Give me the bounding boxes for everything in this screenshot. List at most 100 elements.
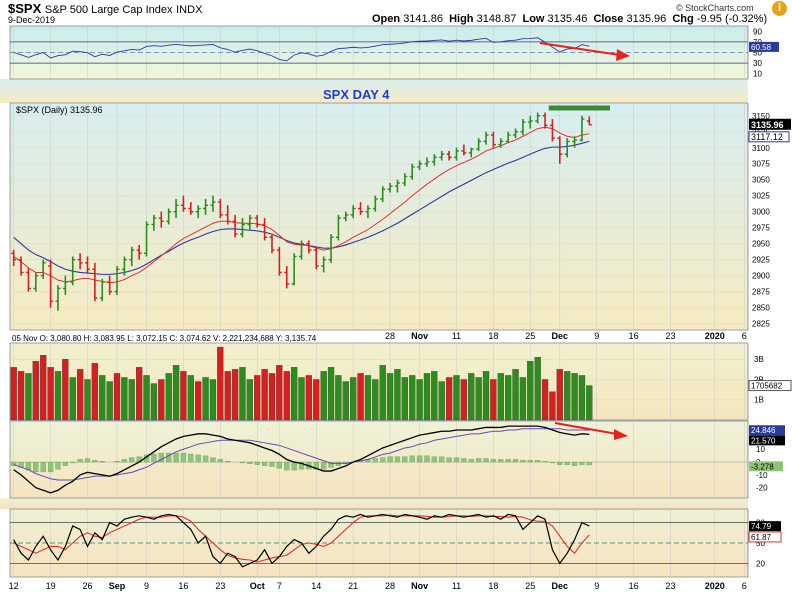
ohlc-bar [99, 278, 105, 302]
macd-tick-label: -20 [756, 484, 768, 493]
volume-bar [135, 367, 143, 421]
ohlc-bar [55, 285, 61, 311]
ohlc-bar [48, 259, 54, 308]
stockcharts-logo: © StockCharts.com [676, 3, 754, 13]
macd-histogram-bar [542, 461, 548, 463]
volume-bar [541, 379, 549, 421]
volume-bar [239, 367, 246, 421]
macd-histogram-bar [557, 461, 563, 465]
volume-bar [453, 375, 460, 421]
ohlc-bar [114, 266, 120, 295]
macd-histogram-bar [416, 455, 423, 463]
macd-histogram-bar [225, 461, 231, 463]
price-x-axis-label: Nov [411, 331, 428, 341]
price-x-axis-label: 16 [629, 331, 639, 341]
volume-bar [231, 369, 239, 421]
ohlc-bar [572, 136, 578, 148]
ohlc-bar [232, 214, 238, 238]
macd-histogram-bar [402, 456, 408, 463]
ohlc-bar [586, 116, 592, 126]
ohlc-bar [313, 246, 319, 270]
ohlc-bar [129, 246, 135, 267]
price-tick-label: 3075 [752, 160, 770, 169]
volume-bar [10, 367, 17, 421]
ohlc-bar [468, 147, 474, 158]
annotation-strip [0, 79, 792, 103]
macd-histogram-bar [579, 461, 585, 465]
macd-histogram-bar [564, 461, 570, 465]
ohlc-bar [92, 262, 98, 302]
volume-bar [423, 373, 431, 421]
stochastic-d-marker [748, 531, 782, 543]
volume-bar [195, 381, 202, 421]
volume-bar [261, 369, 268, 421]
macd-histogram-bar [549, 461, 556, 464]
x-axis-label: 21 [348, 581, 358, 591]
ohlc-bar [269, 234, 275, 254]
volume-bar [62, 359, 69, 421]
price-tick-label: 3000 [752, 208, 770, 217]
ohlc-bar [62, 275, 68, 295]
volume-bar [519, 377, 527, 421]
ohlc-bar [527, 115, 533, 129]
macd-histogram-bar [468, 459, 474, 463]
ohlc-bar [542, 112, 548, 129]
ohlc-bar [11, 250, 17, 267]
macd-histogram-bar [586, 461, 592, 466]
volume-bar [534, 357, 541, 421]
volume-bar [445, 377, 453, 421]
volume-bar [276, 365, 283, 421]
ohlc-bar [557, 136, 563, 164]
x-axis-label: 18 [488, 581, 498, 591]
rsi-value-label: 60.58 [751, 43, 772, 52]
macd-histogram-bar [188, 453, 194, 463]
macd-histogram-bar [158, 452, 164, 463]
volume-bar [202, 377, 209, 421]
volume-tick-label: 3B [754, 355, 764, 364]
low-value: 3135.46 [547, 13, 588, 25]
ohlc-bar [136, 244, 142, 260]
macd-histogram-bar [121, 459, 128, 463]
volume-bar [224, 371, 231, 421]
ohlc-bar [424, 157, 430, 167]
ohlc-bar [158, 211, 164, 228]
x-axis-label: 25 [525, 581, 535, 591]
macd-histogram-bar [409, 455, 415, 463]
macd-histogram-bar [328, 461, 334, 468]
volume-tick-label: 1B [754, 396, 764, 405]
ohlc-bar [18, 256, 24, 276]
macd-histogram-bar [40, 461, 46, 473]
volume-bar [438, 381, 445, 421]
volume-bar [209, 379, 217, 421]
price-tick-label: 2900 [752, 272, 770, 281]
macd-histogram-bar [446, 457, 452, 463]
open-value: 3141.86 [403, 13, 443, 25]
macd-histogram-bar [269, 461, 275, 467]
macd-histogram-bar [372, 458, 378, 463]
macd-histogram-bar [99, 461, 105, 463]
stochastic-k-label: 74.79 [751, 522, 772, 531]
volume-bar [121, 377, 128, 421]
macd-value-label: 21.570 [751, 436, 776, 445]
macd-histogram-bar [483, 458, 489, 463]
macd-histogram-bar [33, 461, 39, 473]
macd-histogram-bar [92, 460, 98, 463]
volume-bar [320, 371, 327, 421]
rsi-value-marker [749, 41, 779, 52]
volume-bar [187, 375, 194, 421]
price-x-axis-label: 23 [666, 331, 676, 341]
x-axis-label: Oct [250, 581, 265, 591]
ohlc-bar [490, 131, 496, 148]
volume-bar [468, 373, 475, 421]
volume-bar [180, 371, 187, 421]
macd-histogram-bar [77, 459, 83, 463]
macd-histogram-bar [151, 453, 157, 463]
volume-bar [172, 365, 180, 421]
ohlc-bar [188, 202, 194, 215]
x-axis-label: 7 [277, 581, 282, 591]
macd-histogram-bar [195, 454, 201, 463]
info-icon[interactable]: i [772, 1, 787, 16]
ohlc-bar [210, 195, 216, 212]
price-x-axis-label: 2020 [705, 331, 725, 341]
